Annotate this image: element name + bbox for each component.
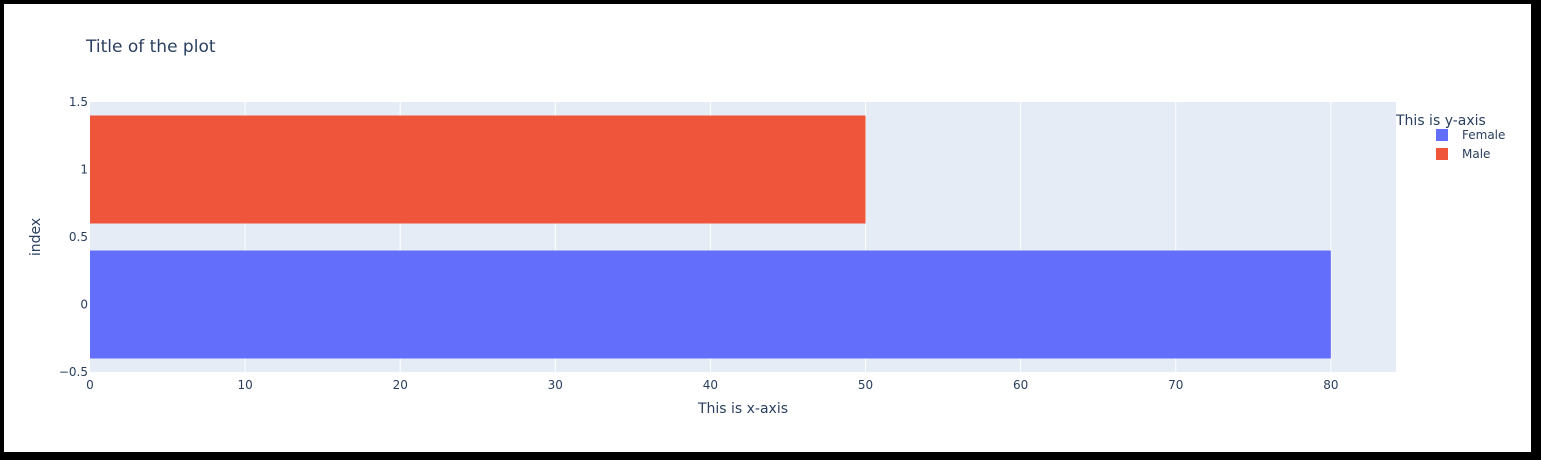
- legend-swatch: [1436, 129, 1448, 141]
- y-tick-label: −0.5: [59, 365, 88, 379]
- x-tick-label: 20: [393, 378, 408, 392]
- x-tick-label: 10: [237, 378, 252, 392]
- legend-items: Female Male: [1436, 128, 1505, 161]
- legend-title: This is y-axis: [1395, 113, 1486, 129]
- bar-female[interactable]: [90, 250, 1331, 359]
- legend-swatch: [1436, 148, 1448, 160]
- legend-item-female[interactable]: Female: [1436, 128, 1505, 142]
- y-tick-label: 0.5: [69, 230, 88, 244]
- x-tick-layer: 0 10 20 30 40 50 60 70 80: [86, 378, 1338, 392]
- y-tick-layer: −0.5 0 0.5 1 1.5: [59, 95, 88, 379]
- x-tick-label: 0: [86, 378, 94, 392]
- y-tick-label: 0: [80, 298, 88, 312]
- x-tick-label: 50: [858, 378, 873, 392]
- chart-title: Title of the plot: [85, 37, 216, 57]
- x-axis-title: This is x-axis: [697, 401, 788, 417]
- x-tick-label: 60: [1013, 378, 1028, 392]
- legend-label: Male: [1462, 147, 1490, 161]
- legend: This is y-axis Female Male: [1395, 113, 1505, 161]
- x-tick-label: 70: [1168, 378, 1183, 392]
- legend-label: Female: [1462, 128, 1505, 142]
- y-tick-label: 1: [80, 163, 88, 177]
- x-tick-label: 80: [1323, 378, 1338, 392]
- y-axis-title: index: [28, 218, 44, 256]
- x-tick-label: 40: [703, 378, 718, 392]
- legend-item-male[interactable]: Male: [1436, 147, 1490, 161]
- chart-frame: Title of the plot 0 10 20 30 40 50 60 70 80 −0.5…: [4, 4, 1531, 452]
- x-tick-label: 30: [548, 378, 563, 392]
- bar-layer: [90, 115, 1331, 359]
- bar-male[interactable]: [90, 115, 866, 224]
- y-tick-label: 1.5: [69, 95, 88, 109]
- chart-svg: Title of the plot 0 10 20 30 40 50 60 70 80 −0.5…: [28, 37, 1505, 417]
